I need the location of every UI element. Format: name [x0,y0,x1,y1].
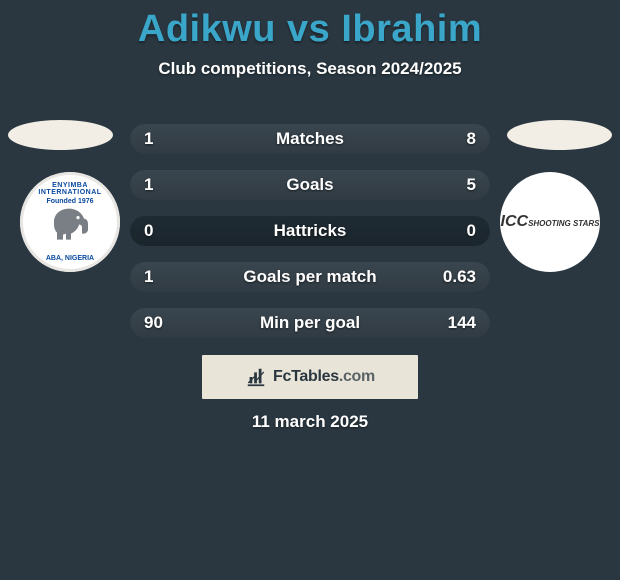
crest-left-bottom-text: ABA, NIGERIA [20,255,120,262]
stat-value-right: 144 [448,308,476,338]
crest-left-top-text: ENYIMBA INTERNATIONAL [20,182,120,196]
stat-row: 0Hattricks0 [130,216,490,246]
player-right-avatar [507,120,612,150]
stat-row: 1Matches8 [130,124,490,154]
brand-domain: .com [339,368,375,385]
club-crest-right: ICCSHOOTING STARS [500,172,600,272]
stat-value-right: 0 [467,216,476,246]
stats-list: 1Matches8 1Goals5 0Hattricks0 1Goals per ma… [130,124,490,338]
brand-text: FcTables.com [273,368,375,386]
player-left-avatar [8,120,113,150]
crest-right-line2: SHOOTING STARS [528,219,599,228]
stat-label: Goals [130,170,490,200]
stat-label: Goals per match [130,262,490,292]
crest-right-text: ICCSHOOTING STARS [500,172,600,272]
stat-label: Min per goal [130,308,490,338]
bar-chart-icon [245,366,267,388]
stat-value-right: 8 [467,124,476,154]
comparison-card: Adikwu vs Ibrahim Club competitions, Sea… [0,0,620,580]
date-text: 11 march 2025 [0,412,620,432]
stat-row: 1Goals per match0.63 [130,262,490,292]
stat-value-right: 0.63 [443,262,476,292]
page-subtitle: Club competitions, Season 2024/2025 [0,59,620,79]
club-crest-left: ENYIMBA INTERNATIONAL Founded 1976 ABA, … [20,172,120,272]
stat-row: 1Goals5 [130,170,490,200]
page-title: Adikwu vs Ibrahim [0,0,620,51]
stat-row: 90Min per goal144 [130,308,490,338]
stat-label: Matches [130,124,490,154]
brand-name: FcTables [273,368,339,385]
stat-label: Hattricks [130,216,490,246]
stat-value-right: 5 [467,170,476,200]
crest-right-line1: ICC [501,213,529,230]
brand-badge[interactable]: FcTables.com [202,355,418,399]
elephant-icon [48,204,92,244]
